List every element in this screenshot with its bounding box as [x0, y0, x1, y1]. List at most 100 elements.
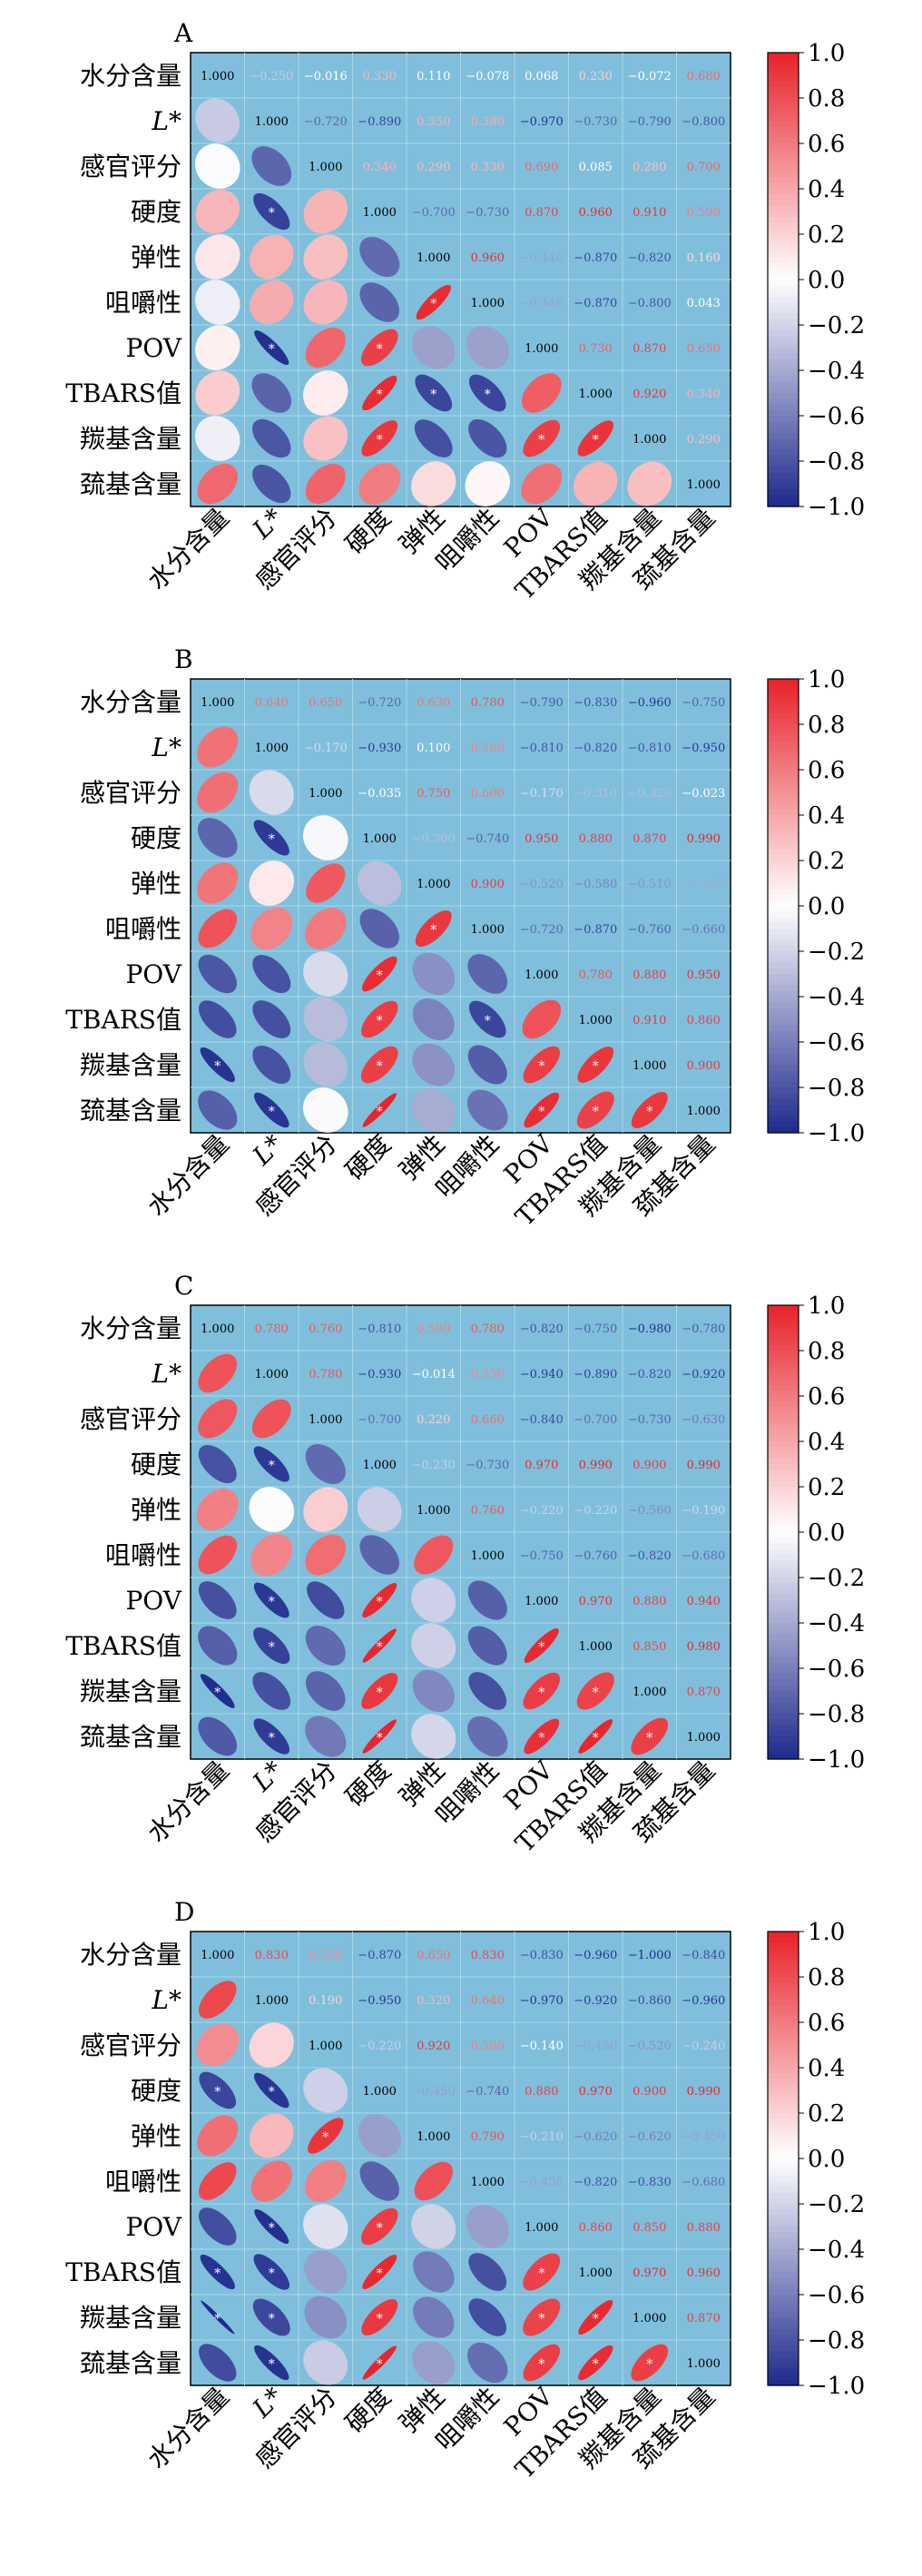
correlation-ellipse	[197, 862, 239, 904]
colorbar-tick-label: 1.0	[808, 1293, 845, 1320]
column-label: 硬度	[339, 503, 397, 560]
colorbar-segment	[768, 251, 799, 258]
correlation-value: 0.970	[633, 2266, 666, 2280]
colorbar-segment	[768, 2039, 799, 2046]
colorbar-tick-label: 0.4	[808, 2055, 845, 2082]
correlation-value: 0.100	[417, 742, 450, 755]
correlation-value: 0.780	[471, 696, 505, 710]
correlation-ellipse	[198, 1535, 238, 1575]
correlation-ellipse	[631, 2344, 669, 2382]
colorbar-segment	[768, 695, 799, 703]
significance-marker: *	[377, 968, 383, 983]
correlation-ellipse	[465, 461, 511, 506]
colorbar-segment	[768, 472, 799, 479]
correlation-ellipse	[357, 1487, 402, 1532]
correlation-ellipse	[252, 1672, 291, 1710]
correlation-value: −0.450	[682, 2130, 725, 2144]
row-label: 感官评分	[80, 778, 181, 808]
colorbar-segment	[768, 1424, 799, 1431]
column-label: 水分含量	[142, 1755, 235, 1849]
row-label: 感官评分	[80, 2030, 181, 2060]
colorbar-segment	[768, 398, 799, 406]
correlation-value: −0.780	[682, 1322, 725, 1336]
correlation-ellipse	[250, 1533, 293, 1577]
colorbar-segment	[768, 427, 799, 434]
row-label: 羰基含量	[80, 2303, 181, 2333]
colorbar-segment	[768, 1116, 799, 1123]
correlation-ellipse	[578, 2345, 613, 2381]
colorbar-segment	[768, 2187, 799, 2194]
colorbar-tick-label: 0.0	[808, 267, 845, 294]
correlation-value: 0.960	[471, 251, 505, 265]
correlation-ellipse	[467, 1045, 507, 1085]
correlation-ellipse	[200, 2254, 235, 2290]
significance-marker: *	[485, 1014, 491, 1028]
colorbar-segment	[768, 1555, 799, 1561]
significance-marker: *	[430, 297, 436, 311]
colorbar-tick-label: 0.8	[808, 1338, 845, 1365]
correlation-value: 1.000	[309, 1413, 342, 1427]
correlation-ellipse	[196, 1489, 239, 1530]
correlation-ellipse	[524, 1718, 560, 1755]
correlation-value: 0.900	[633, 1459, 666, 1472]
colorbar-segment	[768, 228, 799, 235]
correlation-value: −0.740	[466, 832, 509, 846]
significance-marker: *	[593, 1105, 599, 1119]
significance-marker: *	[269, 1640, 275, 1655]
correlation-value: −0.730	[466, 206, 509, 220]
correlation-value: 0.340	[687, 388, 721, 401]
correlation-value: 1.000	[417, 251, 450, 265]
correlation-value: −0.820	[628, 1549, 672, 1563]
colorbar-tick-label: 0.4	[808, 802, 845, 830]
colorbar-segment	[768, 968, 799, 975]
colorbar-segment	[768, 2356, 799, 2364]
colorbar-segment	[768, 69, 799, 76]
significance-marker: *	[646, 1105, 652, 1119]
colorbar-tick-label: 0.8	[808, 712, 845, 739]
correlation-value: −0.240	[682, 2040, 725, 2053]
colorbar-segment	[768, 781, 799, 788]
colorbar-tick-label: 0.2	[808, 1474, 845, 1501]
colorbar-segment	[768, 2129, 799, 2137]
colorbar-segment	[768, 2136, 799, 2142]
correlation-value: −0.450	[574, 2040, 617, 2053]
correlation-ellipse	[412, 1669, 455, 1713]
correlation-ellipse	[362, 375, 397, 411]
colorbar-segment	[768, 1030, 799, 1037]
colorbar-segment	[768, 1002, 799, 1009]
row-label: 巯基含量	[80, 1722, 181, 1752]
correlation-value: −0.830	[628, 2176, 672, 2189]
correlation-ellipse	[359, 909, 399, 949]
correlation-value: 1.000	[579, 1640, 613, 1654]
colorbar-segment	[768, 2374, 799, 2381]
colorbar-segment	[768, 1367, 799, 1374]
colorbar-segment	[768, 1480, 799, 1488]
colorbar-segment	[768, 1008, 799, 1015]
correlation-value: 0.870	[633, 342, 666, 356]
correlation-value: −0.920	[682, 1368, 725, 1381]
significance-marker: *	[214, 2085, 221, 2099]
correlation-ellipse	[411, 1088, 456, 1132]
correlation-ellipse	[524, 1627, 559, 1664]
correlation-ellipse	[467, 1626, 507, 1666]
correlation-value: 0.970	[579, 2085, 613, 2099]
correlation-value: 0.780	[471, 1322, 505, 1336]
significance-marker: *	[538, 2312, 544, 2326]
colorbar-tick-label: 0.4	[808, 176, 845, 203]
colorbar-segment	[768, 1441, 799, 1448]
correlation-value: 0.880	[633, 968, 666, 982]
significance-marker: *	[269, 2085, 275, 2099]
correlation-ellipse	[521, 463, 563, 505]
colorbar-segment	[768, 1322, 799, 1329]
correlation-ellipse	[416, 284, 451, 320]
correlation-value: 0.330	[363, 70, 397, 84]
correlation-ellipse	[249, 770, 294, 815]
colorbar-segment	[768, 166, 799, 172]
colorbar-tick-label: 0.8	[808, 1964, 845, 1991]
colorbar-segment	[768, 1606, 799, 1613]
column-label: 硬度	[339, 1129, 397, 1186]
correlation-ellipse	[467, 2342, 508, 2384]
correlation-value: −0.930	[358, 1368, 401, 1381]
correlation-ellipse	[305, 1625, 346, 1667]
colorbar-segment	[768, 2197, 799, 2205]
